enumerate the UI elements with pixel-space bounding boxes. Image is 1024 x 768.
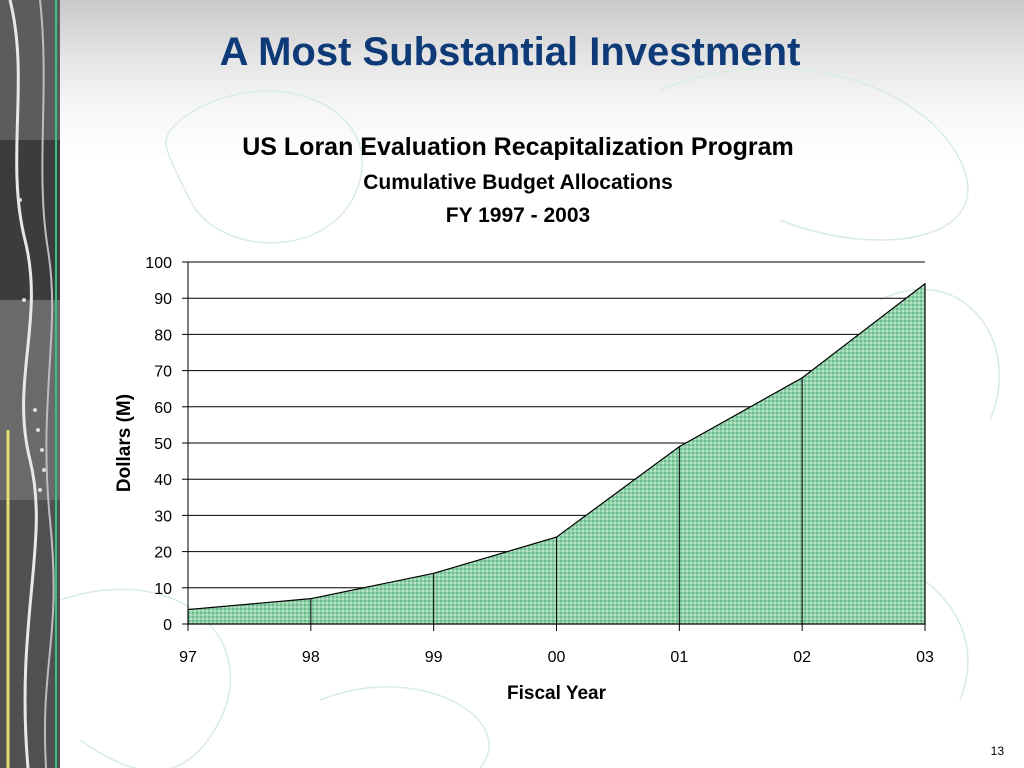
- contour-background: [60, 67, 1001, 768]
- y-tick-label: 10: [154, 581, 172, 598]
- tick-labels: 0 10 20 30 40 50 60 70 80 90 100 97 98 99 00 01 02 03: [145, 255, 934, 666]
- y-tick-label: 40: [154, 472, 172, 489]
- y-tick-label: 80: [154, 327, 172, 344]
- chart-date-range: FY 1997 - 2003: [445, 204, 591, 227]
- x-tick-label: 98: [302, 649, 320, 666]
- x-tick-label: 00: [548, 649, 566, 666]
- page-number: 13: [990, 744, 1004, 758]
- y-tick-label: 50: [154, 436, 172, 453]
- y-tick-label: 20: [154, 545, 172, 562]
- x-tick-label: 99: [425, 649, 443, 666]
- x-tick-label: 02: [793, 649, 811, 666]
- map-image-strip: [0, 0, 60, 768]
- chart-title: US Loran Evaluation Recapitalization Pro…: [242, 133, 794, 161]
- x-tick-label: 01: [670, 649, 688, 666]
- y-tick-label: 70: [154, 364, 172, 381]
- slide-title: A Most Substantial Investment: [219, 30, 801, 74]
- y-tick-label: 0: [163, 617, 172, 634]
- x-tick-label: 03: [916, 649, 934, 666]
- y-tick-label: 90: [154, 291, 172, 308]
- x-axis-title: Fiscal Year: [507, 683, 607, 704]
- y-tick-label: 100: [145, 255, 172, 272]
- axes: [187, 262, 926, 631]
- y-tick-label: 30: [154, 508, 172, 525]
- y-tick-label: 60: [154, 400, 172, 417]
- chart-subtitle: Cumulative Budget Allocations: [363, 171, 673, 194]
- x-tick-label: 97: [179, 649, 197, 666]
- y-axis-title: Dollars (M): [114, 394, 135, 492]
